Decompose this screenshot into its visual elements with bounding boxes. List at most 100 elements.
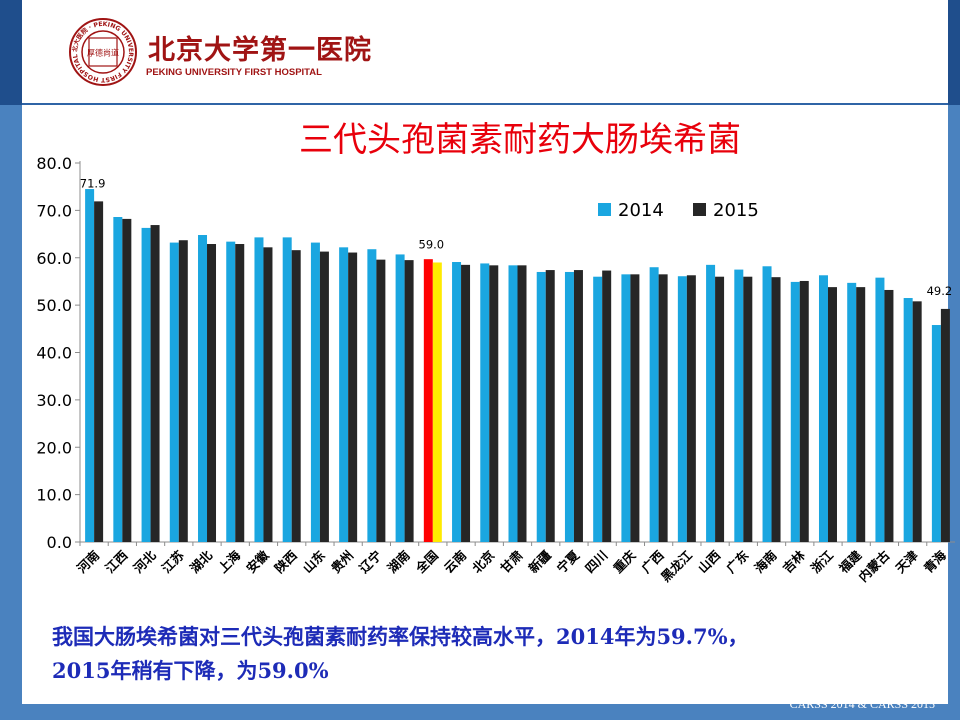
right-border-bar <box>948 0 960 720</box>
hospital-name-cn: 北京大学第一医院 <box>148 35 372 66</box>
bar-2014-广东 <box>734 269 744 542</box>
bar-2015-甘肃 <box>517 265 527 542</box>
legend-swatch-2015 <box>693 203 706 216</box>
bar-2015-广西 <box>658 274 668 542</box>
y-tick-label: 20.0 <box>36 438 72 457</box>
y-tick-label: 30.0 <box>36 391 72 410</box>
bar-2014-全国 <box>423 259 433 542</box>
bar-2014-广西 <box>649 267 659 542</box>
x-tick-label: 青海 <box>921 547 950 576</box>
x-tick-label: 天津 <box>892 547 921 576</box>
bar-2015-北京 <box>489 265 499 542</box>
bar-2015-四川 <box>602 270 612 542</box>
x-tick-label: 河南 <box>74 547 103 576</box>
bar-2014-云南 <box>452 262 462 542</box>
x-tick-label: 内蒙古 <box>855 547 892 584</box>
bar-2015-山东 <box>319 251 329 542</box>
bar-2015-河南 <box>94 201 104 542</box>
bar-2015-浙江 <box>827 287 837 542</box>
bottom-border-bar <box>0 704 960 720</box>
data-label: 71.9 <box>80 176 106 190</box>
bar-2014-天津 <box>903 298 913 542</box>
bar-2015-黑龙江 <box>686 275 696 542</box>
bar-2015-上海 <box>235 244 245 543</box>
bar-2014-重庆 <box>621 274 631 542</box>
bar-2015-重庆 <box>630 274 640 542</box>
x-tick-label: 江西 <box>102 548 130 576</box>
y-tick-label: 60.0 <box>36 249 72 268</box>
x-tick-label: 甘肃 <box>497 547 526 576</box>
bar-2015-江西 <box>122 218 132 542</box>
bar-2015-天津 <box>912 301 922 542</box>
x-tick-label: 宁夏 <box>554 547 583 576</box>
x-tick-label: 四川 <box>582 548 610 576</box>
bar-2014-湖南 <box>395 254 405 542</box>
bar-2014-湖北 <box>198 235 208 542</box>
bar-2014-北京 <box>480 263 490 542</box>
bar-2014-山西 <box>706 264 716 542</box>
bar-2015-湖南 <box>404 260 414 542</box>
bar-2015-贵州 <box>348 252 358 542</box>
legend-label: 2015 <box>713 200 759 221</box>
x-tick-label: 河北 <box>130 547 159 576</box>
bar-2014-贵州 <box>339 247 349 542</box>
x-tick-label: 重庆 <box>610 547 639 576</box>
bar-2015-内蒙古 <box>884 289 894 542</box>
bar-2015-云南 <box>461 264 471 542</box>
x-tick-label: 上海 <box>215 547 244 576</box>
data-label: 49.2 <box>927 284 953 298</box>
bar-2014-吉林 <box>790 281 800 542</box>
caption-line-2: 2015年稍有下降，为59.0% <box>52 658 329 683</box>
y-tick-label: 10.0 <box>36 486 72 505</box>
hospital-seal-logo: 北大医院 · PEKING UNIVERSITY FIRST HOSPITAL … <box>68 17 137 86</box>
x-tick-label: 黑龙江 <box>658 547 695 584</box>
left-border-accent <box>0 0 22 105</box>
x-tick-label: 北京 <box>469 547 498 576</box>
bar-2014-甘肃 <box>508 265 518 542</box>
left-border-bar <box>0 0 22 720</box>
bar-2015-河北 <box>150 225 160 542</box>
bar-2014-浙江 <box>818 275 828 542</box>
bar-2014-福建 <box>847 282 857 542</box>
x-tick-label: 吉林 <box>780 547 809 576</box>
header-divider <box>22 103 948 105</box>
bar-2015-全国 <box>432 262 442 542</box>
bar-2015-江苏 <box>178 240 188 542</box>
bar-2014-内蒙古 <box>875 277 885 542</box>
x-tick-label: 湖南 <box>384 547 413 576</box>
bar-2015-安徽 <box>263 247 273 542</box>
y-tick-label: 40.0 <box>36 344 72 363</box>
x-tick-label: 江苏 <box>159 547 188 576</box>
legend-label: 2014 <box>618 200 664 221</box>
x-tick-label: 云南 <box>441 547 470 576</box>
x-tick-label: 海南 <box>751 547 780 576</box>
bar-2015-青海 <box>940 308 950 542</box>
x-tick-label: 安徽 <box>243 547 272 576</box>
x-tick-label: 浙江 <box>808 547 837 576</box>
bar-2015-广东 <box>743 276 753 542</box>
bar-2014-河北 <box>141 227 151 542</box>
seal-center-text: 厚德尚道 <box>87 48 119 58</box>
bar-2015-新疆 <box>545 270 555 542</box>
bar-2015-陕西 <box>291 250 301 543</box>
bar-2015-山西 <box>715 276 725 542</box>
x-tick-label: 山东 <box>300 547 329 576</box>
hospital-name-en: PEKING UNIVERSITY FIRST HOSPITAL <box>146 67 322 78</box>
bar-2015-海南 <box>771 277 781 542</box>
legend-swatch-2014 <box>598 203 611 216</box>
bar-2014-辽宁 <box>367 249 377 542</box>
bar-2014-黑龙江 <box>677 276 687 542</box>
summary-caption: 我国大肠埃希菌对三代头孢菌素耐药率保持较高水平，2014年为59.7%， 201… <box>52 620 749 688</box>
x-tick-label: 全国 <box>412 548 441 577</box>
bar-2014-安徽 <box>254 237 264 542</box>
y-tick-label: 50.0 <box>36 296 72 315</box>
bar-2015-宁夏 <box>573 270 583 542</box>
bar-2015-辽宁 <box>376 259 386 542</box>
bar-2014-陕西 <box>282 237 292 542</box>
x-tick-label: 贵州 <box>328 548 356 576</box>
x-tick-label: 新疆 <box>526 547 555 576</box>
bar-2014-山东 <box>310 242 320 542</box>
caption-line-1: 我国大肠埃希菌对三代头孢菌素耐药率保持较高水平，2014年为59.7%， <box>52 624 749 649</box>
x-tick-label: 辽宁 <box>356 548 384 576</box>
